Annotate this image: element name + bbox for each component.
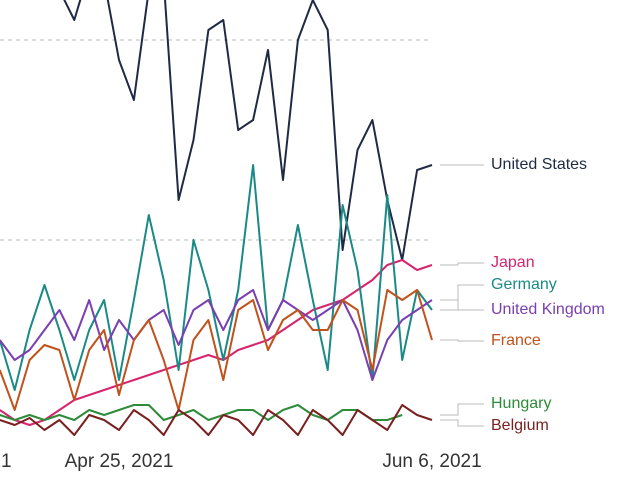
label-connector xyxy=(440,419,484,427)
series-line xyxy=(0,404,403,421)
label-connector xyxy=(440,284,484,311)
series-line xyxy=(0,289,433,411)
labels: Apr 4, 2021 Apr 25, 2021 Jun 6, 2021 United… xyxy=(0,156,605,472)
series-label: France xyxy=(491,332,541,349)
label-connector xyxy=(440,339,484,342)
series-label: United Kingdom xyxy=(491,301,605,318)
series-line xyxy=(0,289,433,381)
series-line xyxy=(0,404,433,436)
series-label: Belgium xyxy=(491,417,549,434)
lines xyxy=(0,0,433,436)
series-line xyxy=(63,0,433,261)
x-tick-label: Apr 4, 2021 xyxy=(0,451,12,472)
label-connector xyxy=(440,262,484,266)
series-label: United States xyxy=(491,156,587,173)
series-line xyxy=(0,164,433,391)
label-connector xyxy=(440,403,484,416)
grid xyxy=(0,39,432,241)
x-tick-label: Apr 25, 2021 xyxy=(65,451,174,472)
series-label: Germany xyxy=(491,276,557,293)
label-connector xyxy=(440,299,484,311)
series-label: Hungary xyxy=(491,395,551,412)
series-label: Japan xyxy=(491,254,535,271)
x-tick-label: Jun 6, 2021 xyxy=(382,451,481,472)
